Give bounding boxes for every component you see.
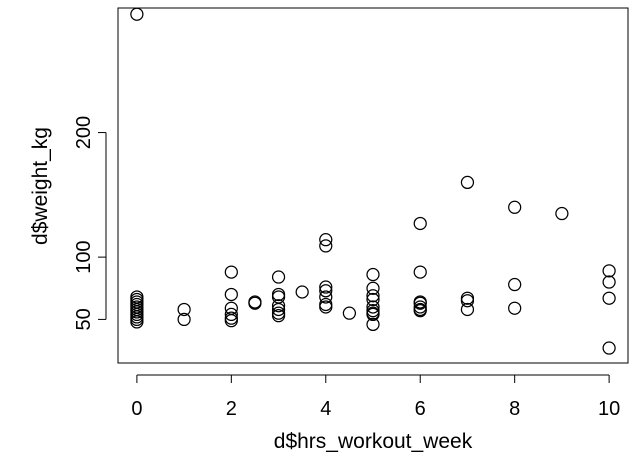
data-point (319, 233, 333, 247)
x-axis: 0 2 4 6 8 10 (131, 374, 620, 420)
data-point (413, 304, 427, 318)
data-point (130, 315, 144, 329)
x-tick-label: 0 (131, 398, 142, 420)
data-point (177, 312, 191, 327)
data-point (366, 292, 380, 307)
data-point (177, 302, 191, 317)
data-point (413, 296, 427, 310)
data-point (248, 296, 262, 310)
data-point (508, 200, 522, 214)
x-tick-label: 2 (226, 398, 237, 420)
data-point (602, 341, 616, 355)
data-point (460, 302, 475, 317)
data-point (319, 290, 333, 304)
data-point (319, 280, 333, 294)
y-tick-label: 200 (73, 116, 95, 149)
y-tick-label: 100 (73, 240, 95, 273)
y-axis: 50 100 200 (73, 116, 107, 331)
data-point (342, 306, 357, 320)
data-point (271, 302, 286, 317)
data-point (319, 284, 333, 298)
data-point (602, 275, 616, 289)
data-point (366, 300, 380, 314)
data-point (271, 299, 286, 313)
data-point (460, 175, 475, 190)
x-tick-label: 6 (415, 398, 426, 420)
y-tick-label: 50 (73, 308, 95, 330)
data-point (295, 285, 309, 299)
data-point (130, 7, 144, 21)
data-point (508, 301, 522, 315)
data-point (271, 287, 286, 302)
data-point (224, 314, 238, 328)
data-point (224, 265, 238, 279)
data-point (366, 307, 380, 322)
x-axis-title: d$hrs_workout_week (274, 430, 473, 453)
data-point (366, 289, 380, 303)
data-point (319, 300, 333, 314)
x-tick-label: 10 (598, 398, 620, 420)
data-point (602, 291, 616, 305)
data-point (460, 291, 475, 305)
data-point (366, 267, 380, 282)
data-point (555, 206, 569, 221)
y-axis-title: d$weight_kg (29, 127, 52, 245)
data-point (460, 294, 475, 308)
x-tick-label: 4 (320, 398, 331, 420)
data-point (224, 287, 238, 302)
data-point (508, 277, 522, 292)
data-point (271, 270, 286, 284)
data-point (366, 317, 380, 332)
data-point (319, 239, 333, 253)
data-points (130, 7, 616, 355)
x-tick-label: 8 (509, 398, 520, 420)
data-point (602, 264, 616, 278)
data-point (366, 281, 380, 295)
data-point (319, 297, 333, 312)
data-point (224, 307, 238, 322)
plot-frame (117, 7, 629, 364)
data-point (271, 309, 286, 323)
data-point (413, 216, 427, 231)
data-point (413, 265, 427, 279)
